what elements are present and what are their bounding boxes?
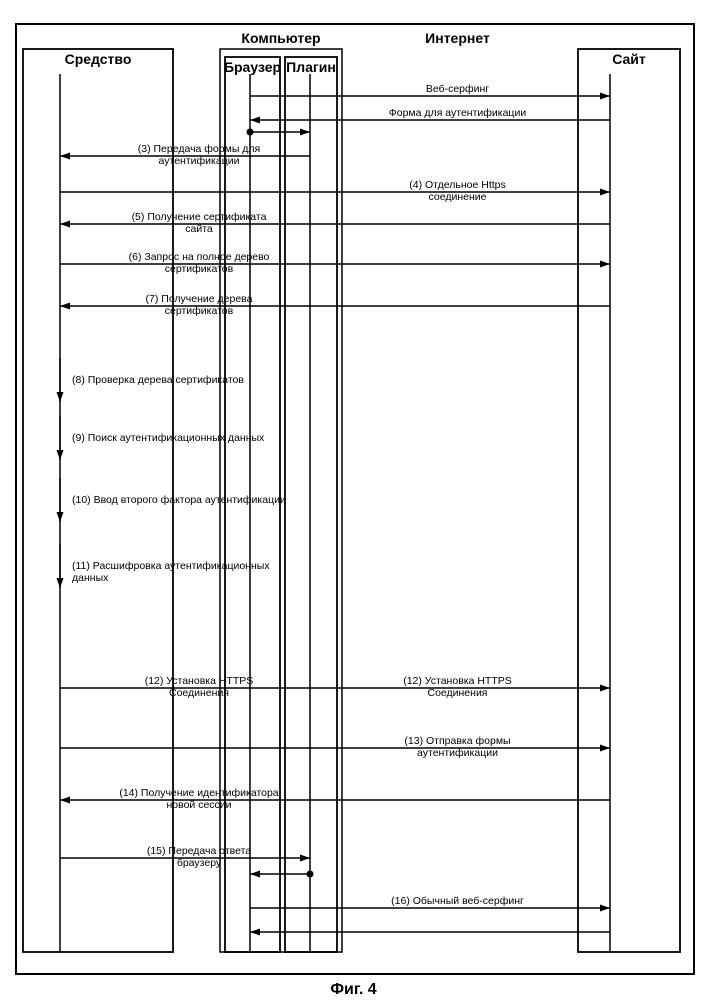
internal-step-s11 — [57, 544, 64, 588]
message-m4 — [60, 189, 610, 196]
label-m13: (13) Отправка формыаутентификации — [404, 735, 510, 759]
message-m13 — [60, 745, 610, 752]
message-m2b — [247, 129, 311, 136]
label-s9: (9) Поиск аутентификационных данных — [72, 432, 265, 444]
label-m14: (14) Получение идентификаторановой сесси… — [119, 787, 278, 811]
label-m5: (5) Получение сертификатасайта — [132, 211, 267, 235]
label-s10: (10) Ввод второго фактора аутентификации — [72, 494, 286, 506]
label-m6: (6) Запрос на полное деревосертификатов — [129, 251, 270, 275]
message-m7 — [60, 303, 610, 310]
label-s11: (11) Расшифровка аутентификационныхданны… — [72, 560, 270, 584]
label-m16: (16) Обычный веб-серфинг — [391, 895, 524, 907]
label-m1: Веб-серфинг — [426, 83, 489, 95]
message-m15b — [250, 871, 314, 878]
label-m4: (4) Отдельное Httpsсоединение — [409, 179, 506, 203]
internal-step-s9 — [57, 416, 64, 460]
label-m12-left: (12) Установка HTTPSСоединения — [145, 675, 254, 699]
figure-caption: Фиг. 4 — [330, 981, 376, 998]
svg-text:Средство: Средство — [65, 51, 132, 67]
lane-site — [578, 49, 680, 952]
label-m2: Форма для аутентификации — [389, 107, 527, 119]
svg-text:Компьютер: Компьютер — [241, 30, 320, 46]
message-m16b — [250, 929, 610, 936]
svg-text:Сайт: Сайт — [612, 51, 646, 67]
label-m12-right: (12) Установка HTTPSСоединения — [403, 675, 512, 699]
label-m15: (15) Передача ответабраузеру — [147, 845, 251, 869]
message-m12 — [60, 685, 610, 692]
svg-text:Браузер: Браузер — [224, 59, 281, 75]
label-m7: (7) Получение деревасертификатов — [146, 293, 253, 317]
svg-text:Интернет: Интернет — [425, 30, 490, 46]
svg-text:Плагин: Плагин — [286, 59, 336, 75]
label-s8: (8) Проверка дерева сертификатов — [72, 374, 244, 386]
internal-step-s10 — [57, 478, 64, 522]
internal-step-s8 — [57, 358, 64, 402]
label-m3: (3) Передача формы дляаутентификации — [138, 143, 261, 167]
